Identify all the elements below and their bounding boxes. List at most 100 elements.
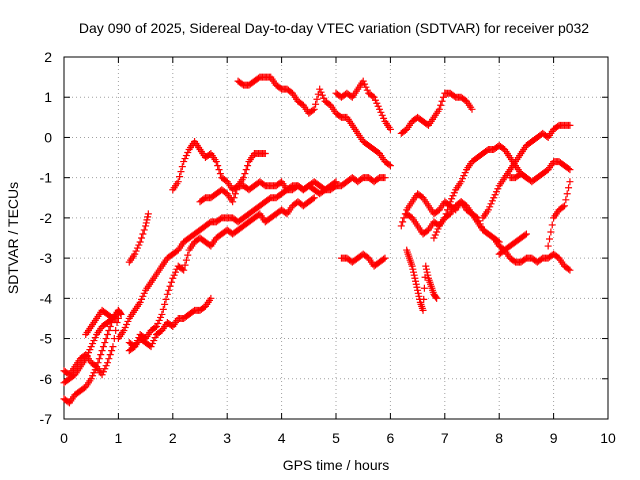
data-point [97,351,105,359]
data-point [104,359,112,367]
data-point [95,355,103,363]
series-3 [60,306,122,407]
series-2 [60,314,122,387]
data-point [158,310,166,318]
data-point [423,268,431,276]
data-point [91,366,99,374]
data-point [143,216,151,224]
data-point [310,105,318,113]
data-point [162,295,170,303]
y-tick-label: 1 [44,89,52,105]
series-8 [125,210,152,266]
data-point [458,175,466,183]
data-point [371,96,379,104]
data-point [309,195,317,203]
data-point [495,238,503,246]
data-point [434,225,442,233]
data-point [182,152,190,160]
data-point [438,97,446,105]
data-point [167,278,175,286]
data-point [318,91,326,99]
data-point [361,80,369,88]
data-point [385,161,393,169]
y-axis-label: SDTVAR / TECUs [5,182,21,294]
data-point [566,266,574,274]
data-point [414,286,422,294]
data-point [136,298,144,306]
data-point [412,277,420,285]
data-point [363,86,371,94]
data-point [136,238,144,246]
data-point [144,210,152,218]
series-21 [506,158,574,186]
data-point [229,198,237,206]
x-tick-label: 3 [223,430,231,446]
data-point [86,346,94,354]
y-tick-label: -4 [40,290,53,306]
data-point [148,340,156,348]
data-point [180,158,188,166]
data-point [457,178,465,186]
data-point [381,254,389,262]
series-14 [397,89,476,137]
x-tick-label: 0 [60,430,68,446]
data-point [98,371,106,379]
series-22 [544,178,574,250]
series-4 [82,306,125,339]
chart-title: Day 090 of 2025, Sidereal Day-to-day VTE… [79,20,589,36]
data-point [184,149,192,157]
data-point [565,165,573,173]
data-point [155,316,163,324]
data-point [420,284,428,292]
data-point [121,323,129,331]
data-point [99,343,107,351]
data-point [170,271,178,279]
data-point [461,169,469,177]
data-point [84,349,92,357]
data-point [182,256,190,264]
data-point [566,121,574,129]
data-point [377,108,385,116]
data-point [313,95,321,103]
data-point [89,372,97,380]
data-point [565,184,573,192]
data-point [94,359,102,367]
data-point [386,162,394,170]
grid-lines [64,57,608,419]
data-point [494,237,502,245]
data-point [488,197,496,205]
data-point [112,327,120,335]
data-point [424,271,432,279]
series-20 [495,246,574,274]
data-point [565,265,573,273]
data-point [151,334,159,342]
data-point [381,174,389,182]
data-point [212,158,220,166]
data-point [133,244,141,252]
data-point [563,190,571,198]
data-point [230,194,238,202]
data-point [140,226,148,234]
data-point [178,265,186,273]
x-tick-label: 5 [332,430,340,446]
data-point [442,210,450,218]
data-point [544,242,552,250]
data-point [214,162,222,170]
series-12 [332,77,394,133]
data-point [139,230,147,238]
data-point [370,93,378,101]
data-point [475,217,483,225]
data-point [437,101,445,109]
data-point [484,206,492,214]
x-tick-label: 6 [387,430,395,446]
series-11 [234,73,394,170]
data-point [422,265,430,273]
data-point [490,194,498,202]
data-point [176,173,184,181]
data-point [83,352,91,360]
data-point [169,274,177,282]
data-point [431,231,439,239]
data-point [566,166,574,174]
data-point [241,170,249,178]
